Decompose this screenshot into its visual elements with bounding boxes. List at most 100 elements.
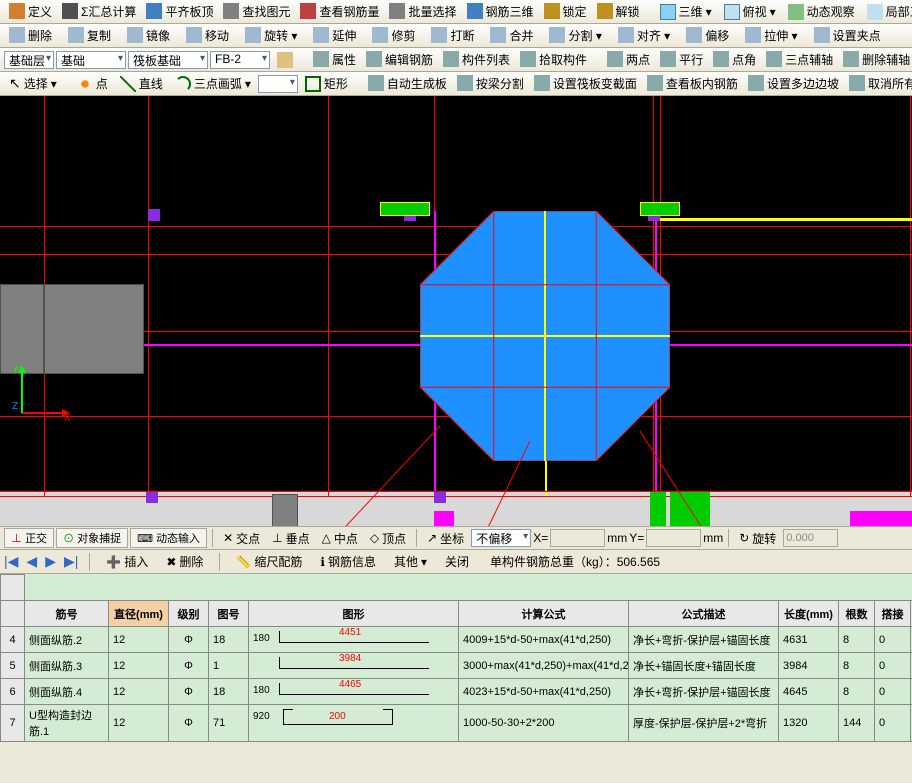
nav-prev[interactable]: ◀ [26, 553, 37, 570]
col-8[interactable]: 根数 [839, 601, 875, 627]
set-sec-btn[interactable]: 设置筏板变截面 [529, 73, 642, 94]
lock-btn[interactable]: 锁定 [539, 1, 592, 22]
delete-row-btn[interactable]: ✖删除 [161, 551, 208, 572]
rect-btn[interactable]: 矩形 [300, 73, 353, 94]
dyn-toggle[interactable]: ⌨ 动态输入 [130, 528, 207, 548]
nav-last[interactable]: ▶| [64, 553, 78, 570]
col-4[interactable]: 图形 [249, 601, 459, 627]
arc-btn[interactable]: 三点画弧 ▾ [170, 73, 256, 94]
toolbar-4: ↖选择 ▾ 点 直线 三点画弧 ▾ 矩形 自动生成板按梁分割设置筏板变截面查看板… [0, 72, 912, 96]
svg-text:Y: Y [12, 365, 19, 376]
three-pt-btn[interactable]: 三点辅轴 [761, 49, 838, 70]
comp-combo[interactable]: FB-2 [210, 51, 270, 69]
rebar-table[interactable]: 筋号直径(mm)级别图号图形计算公式公式描述长度(mm)根数搭接损 4侧面纵筋.… [0, 574, 912, 742]
break-btn[interactable]: 打断 [426, 25, 479, 46]
nav-next[interactable]: ▶ [45, 553, 56, 570]
table-row[interactable]: 5侧面纵筋.312Φ1 3984 3000+max(41*d,250)+max(… [1, 653, 912, 679]
extend-btn[interactable]: 延伸 [308, 25, 361, 46]
two-pt-btn[interactable]: 两点 [602, 49, 655, 70]
snap-toggle[interactable]: ⊙ 对象捕捉 [56, 528, 128, 548]
trim-btn[interactable]: 修剪 [367, 25, 420, 46]
table-row[interactable]: 7U型构造封边筋.112Φ71 920200 1000-50-30+2*200厚… [1, 705, 912, 742]
pick-comp-btn[interactable]: 拾取构件 [515, 49, 592, 70]
nav-first[interactable]: |◀ [4, 553, 18, 570]
parallel-btn[interactable]: 平行 [655, 49, 708, 70]
drawing-canvas[interactable]: XY Z [0, 96, 912, 526]
stretch-btn[interactable]: 拉伸 ▾ [740, 25, 802, 46]
line-btn[interactable]: 直线 [115, 73, 168, 94]
mid-snap[interactable]: △中点 [317, 528, 363, 549]
top-view-btn[interactable]: 俯视 ▾ [719, 1, 781, 22]
y-input[interactable] [646, 529, 701, 547]
mirror-btn[interactable]: 镜像 [122, 25, 175, 46]
vert-snap[interactable]: ◇顶点 [365, 528, 411, 549]
local-3d-btn[interactable]: 局部三维 [862, 1, 912, 22]
pt-angle-btn[interactable]: 点角 [708, 49, 761, 70]
cat-combo[interactable]: 基础 [56, 51, 126, 69]
cancel-all-btn[interactable]: 取消所有 [844, 73, 912, 94]
grip-btn[interactable]: 设置夹点 [809, 25, 886, 46]
align-btn[interactable]: 对齐 ▾ [613, 25, 675, 46]
layer-combo[interactable]: 基础层 [4, 51, 54, 69]
col-6[interactable]: 公式描述 [629, 601, 779, 627]
dyn-orbit-btn[interactable]: 动态观察 [783, 1, 860, 22]
rot-input[interactable] [783, 529, 838, 547]
col-7[interactable]: 长度(mm) [779, 601, 839, 627]
props-btn[interactable]: 属性 [308, 49, 361, 70]
set-slope-btn[interactable]: 设置多边边坡 [743, 73, 844, 94]
sum-calc-btn[interactable]: Σ汇总计算 [57, 1, 141, 22]
unlock-btn[interactable]: 解锁 [592, 1, 645, 22]
define-btn[interactable]: 定义 [4, 1, 57, 22]
comp-list-btn[interactable]: 构件列表 [438, 49, 515, 70]
merge-btn[interactable]: 合并 [485, 25, 538, 46]
type-combo[interactable]: 筏板基础 [128, 51, 208, 69]
move-btn[interactable]: 移动 [181, 25, 234, 46]
batch-sel-btn[interactable]: 批量选择 [384, 1, 461, 22]
col-2[interactable]: 级别 [169, 601, 209, 627]
del-aux-btn[interactable]: 删除辅轴 [838, 49, 912, 70]
col-5[interactable]: 计算公式 [459, 601, 629, 627]
delete-btn[interactable]: 删除 [4, 25, 57, 46]
info-btn[interactable]: ℹ钢筋信息 [315, 551, 381, 572]
coord-btn[interactable]: ↗坐标 [422, 528, 469, 549]
col-1[interactable]: 直径(mm) [109, 601, 169, 627]
perp-snap[interactable]: ⊥垂点 [267, 528, 314, 549]
summary-label: 单构件钢筋总重（kg）：506.565 [490, 553, 660, 570]
offset-combo[interactable]: 不偏移 [471, 529, 531, 547]
rot-btn[interactable]: ↻旋转 [734, 528, 781, 549]
split-btn[interactable]: 分割 ▾ [544, 25, 606, 46]
view-slab-rebar-btn[interactable]: 查看板内钢筋 [642, 73, 743, 94]
find-ent-btn[interactable]: 查找图元 [218, 1, 295, 22]
toolbar-2: 删除复制镜像移动旋转 ▾ 延伸修剪打断合并分割 ▾ 对齐 ▾ 偏移拉伸 ▾ 设置夹点 [0, 24, 912, 48]
xpt-snap[interactable]: ✕交点 [218, 528, 265, 549]
offset-btn[interactable]: 偏移 [681, 25, 734, 46]
view-3d-btn[interactable]: 三维 ▾ [655, 1, 717, 22]
rotate-btn[interactable]: 旋转 ▾ [240, 25, 302, 46]
edit-rebar-btn[interactable]: 编辑钢筋 [361, 49, 438, 70]
auto-slab-btn[interactable]: 自动生成板 [363, 73, 452, 94]
view-rebar-btn[interactable]: 查看钢筋量 [295, 1, 384, 22]
col-9[interactable]: 搭接 [875, 601, 911, 627]
table-row[interactable]: 6侧面纵筋.412Φ18 1804465 4023+15*d-50+max(41… [1, 679, 912, 705]
col-0[interactable]: 筋号 [25, 601, 109, 627]
align-top-btn[interactable]: 平齐板顶 [141, 1, 218, 22]
x-label: X= [533, 531, 548, 545]
table-nav: |◀ ◀ ▶ ▶| ➕插入 ✖删除 📏缩尺配筋 ℹ钢筋信息 其他 ▾ 关闭 单构… [0, 550, 912, 574]
x-input[interactable] [550, 529, 605, 547]
scale-btn[interactable]: 📏缩尺配筋 [231, 551, 307, 572]
status-bar: ⊥ 正交 ⊙ 对象捕捉 ⌨ 动态输入 ✕交点 ⊥垂点 △中点 ◇顶点 ↗坐标 不… [0, 526, 912, 550]
rebar-3d-btn[interactable]: 钢筋三维 [462, 1, 539, 22]
brush-btn[interactable] [272, 50, 298, 70]
select-btn[interactable]: ↖选择 ▾ [4, 73, 62, 94]
copy-btn[interactable]: 复制 [63, 25, 116, 46]
split-beam-btn[interactable]: 按梁分割 [452, 73, 529, 94]
col-3[interactable]: 图号 [209, 601, 249, 627]
y-label: Y= [629, 531, 644, 545]
insert-btn[interactable]: ➕插入 [101, 551, 153, 572]
draw-combo[interactable] [258, 75, 298, 93]
close-btn[interactable]: 关闭 [440, 551, 474, 572]
table-row[interactable]: 4侧面纵筋.212Φ18 1804451 4009+15*d-50+max(41… [1, 627, 912, 653]
ortho-toggle[interactable]: ⊥ 正交 [4, 528, 54, 548]
point-btn[interactable]: 点 [72, 73, 113, 94]
other-btn[interactable]: 其他 ▾ [389, 551, 432, 572]
